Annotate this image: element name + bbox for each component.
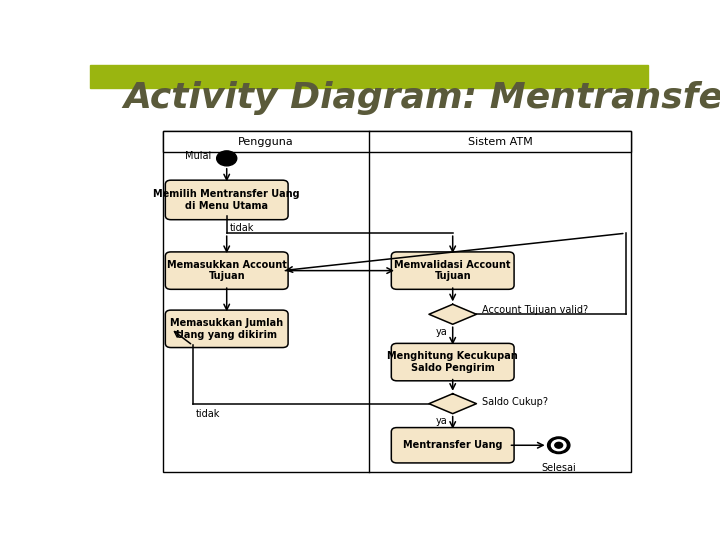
Circle shape <box>548 437 570 454</box>
Text: Mulai: Mulai <box>185 151 211 161</box>
Polygon shape <box>429 394 477 414</box>
Text: Pengguna: Pengguna <box>238 137 294 147</box>
Text: tidak: tidak <box>230 223 254 233</box>
Text: tidak: tidak <box>196 409 220 419</box>
Bar <box>163 131 631 472</box>
Text: Saldo Cukup?: Saldo Cukup? <box>482 396 548 407</box>
Text: Memvalidasi Account
Tujuan: Memvalidasi Account Tujuan <box>395 260 511 281</box>
Circle shape <box>552 440 566 451</box>
Polygon shape <box>429 305 477 324</box>
Text: Memasukkan Account
Tujuan: Memasukkan Account Tujuan <box>167 260 287 281</box>
Bar <box>163 131 631 152</box>
FancyBboxPatch shape <box>166 180 288 220</box>
Text: Menghitung Kecukupan
Saldo Pengirim: Menghitung Kecukupan Saldo Pengirim <box>387 352 518 373</box>
Text: Sistem ATM: Sistem ATM <box>468 137 533 147</box>
Text: Account Tujuan valid?: Account Tujuan valid? <box>482 305 588 315</box>
Text: Memilih Mentransfer Uang
di Menu Utama: Memilih Mentransfer Uang di Menu Utama <box>153 189 300 211</box>
FancyBboxPatch shape <box>392 428 514 463</box>
FancyBboxPatch shape <box>166 310 288 348</box>
Text: ya: ya <box>436 327 447 337</box>
Text: Mentransfer Uang: Mentransfer Uang <box>403 440 503 450</box>
FancyBboxPatch shape <box>392 252 514 289</box>
Text: Selesai: Selesai <box>541 463 576 472</box>
FancyBboxPatch shape <box>392 343 514 381</box>
Bar <box>90 65 648 87</box>
FancyBboxPatch shape <box>166 252 288 289</box>
Text: Activity Diagram: Mentransfer Uang: Activity Diagram: Mentransfer Uang <box>124 81 720 115</box>
Text: ya: ya <box>436 416 447 426</box>
Circle shape <box>217 151 237 166</box>
Circle shape <box>555 442 562 448</box>
Text: Memasukkan Jumlah
Uang yang dikirim: Memasukkan Jumlah Uang yang dikirim <box>170 318 283 340</box>
